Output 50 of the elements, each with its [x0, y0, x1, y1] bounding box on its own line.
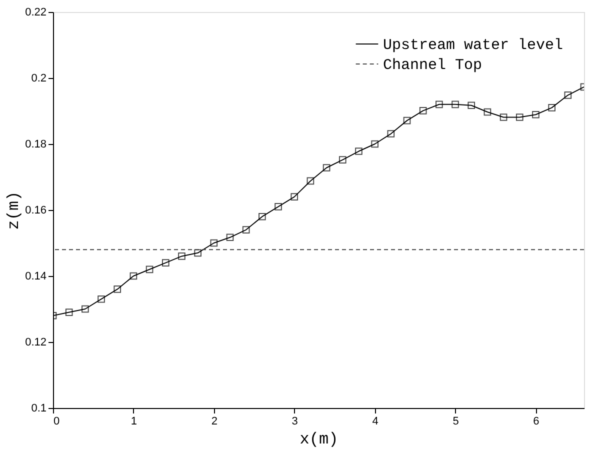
point [178, 252, 186, 260]
point [274, 203, 282, 210]
point [338, 156, 346, 164]
point [65, 308, 73, 316]
point [548, 104, 556, 112]
x-tick-label: 1 [130, 416, 138, 428]
x-axis-title: x(m) [300, 430, 338, 448]
point [371, 140, 378, 148]
point [484, 108, 492, 116]
point [82, 305, 89, 313]
y-tick-label: 0.22 [25, 6, 46, 18]
x-tick-label: 2 [211, 416, 218, 428]
y-tick-label: 0.16 [25, 204, 46, 216]
point [387, 130, 395, 138]
y-tick-label: 0.2 [31, 72, 46, 84]
point [516, 114, 524, 121]
point [355, 148, 362, 155]
x-tick-label: 5 [452, 416, 459, 428]
y-tick-label: 0.18 [25, 138, 46, 150]
point [162, 259, 170, 266]
point [146, 266, 154, 274]
point [322, 164, 330, 172]
point [226, 234, 234, 242]
y-tick-label: 0.14 [25, 270, 46, 282]
x-tick-label: 4 [372, 416, 378, 428]
x-tick-label: 0 [54, 416, 60, 428]
legend-label: Upstream water level [383, 37, 564, 54]
point [114, 286, 122, 293]
y-tick-label: 0.1 [31, 402, 46, 414]
point [290, 193, 298, 200]
point [532, 110, 540, 118]
point [242, 226, 250, 234]
point [210, 239, 218, 247]
point [403, 116, 411, 124]
point [258, 212, 266, 220]
point [306, 177, 314, 185]
x-tick-label: 6 [533, 416, 540, 428]
point [468, 102, 476, 110]
point [130, 272, 138, 280]
point [419, 107, 427, 114]
legend-label: Channel Top [383, 57, 482, 74]
y-axis-title: z(m) [5, 191, 24, 230]
x-tick-label: 3 [292, 416, 298, 428]
point [500, 114, 508, 121]
point [564, 92, 572, 99]
point [452, 100, 459, 108]
point [436, 100, 443, 108]
y-tick-label: 0.12 [25, 336, 46, 348]
point [194, 249, 202, 257]
point [98, 295, 105, 303]
